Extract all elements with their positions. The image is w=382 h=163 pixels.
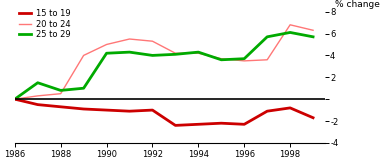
15 to 19 [196, 123, 201, 125]
20 to 24 [173, 52, 178, 54]
25 to 29 [288, 31, 292, 33]
15 to 19 [242, 123, 246, 125]
25 to 29 [242, 58, 246, 60]
Legend: 15 to 19, 20 to 24, 25 to 29: 15 to 19, 20 to 24, 25 to 29 [19, 9, 70, 39]
25 to 29 [150, 54, 155, 56]
Line: 25 to 29: 25 to 29 [15, 32, 313, 99]
25 to 29 [196, 51, 201, 53]
20 to 24 [242, 60, 246, 62]
20 to 24 [13, 98, 17, 100]
15 to 19 [288, 107, 292, 109]
15 to 19 [104, 109, 109, 111]
15 to 19 [311, 117, 316, 119]
25 to 29 [311, 36, 316, 38]
25 to 29 [219, 59, 223, 61]
25 to 29 [265, 36, 269, 38]
25 to 29 [58, 89, 63, 91]
15 to 19 [150, 109, 155, 111]
Line: 15 to 19: 15 to 19 [15, 99, 313, 125]
20 to 24 [150, 40, 155, 42]
25 to 29 [127, 51, 132, 53]
15 to 19 [36, 104, 40, 106]
15 to 19 [265, 110, 269, 112]
20 to 24 [311, 29, 316, 31]
20 to 24 [36, 95, 40, 97]
20 to 24 [288, 24, 292, 26]
20 to 24 [196, 52, 201, 54]
25 to 29 [36, 82, 40, 84]
20 to 24 [104, 44, 109, 45]
25 to 29 [81, 87, 86, 89]
25 to 29 [13, 98, 17, 100]
Line: 20 to 24: 20 to 24 [15, 25, 313, 99]
15 to 19 [173, 124, 178, 126]
25 to 29 [104, 52, 109, 54]
15 to 19 [219, 122, 223, 124]
15 to 19 [81, 108, 86, 110]
15 to 19 [58, 106, 63, 108]
15 to 19 [13, 98, 17, 100]
20 to 24 [81, 54, 86, 56]
20 to 24 [265, 59, 269, 61]
25 to 29 [173, 53, 178, 55]
20 to 24 [58, 93, 63, 95]
20 to 24 [127, 38, 132, 40]
15 to 19 [127, 110, 132, 112]
20 to 24 [219, 58, 223, 60]
Y-axis label: % change: % change [335, 0, 380, 9]
